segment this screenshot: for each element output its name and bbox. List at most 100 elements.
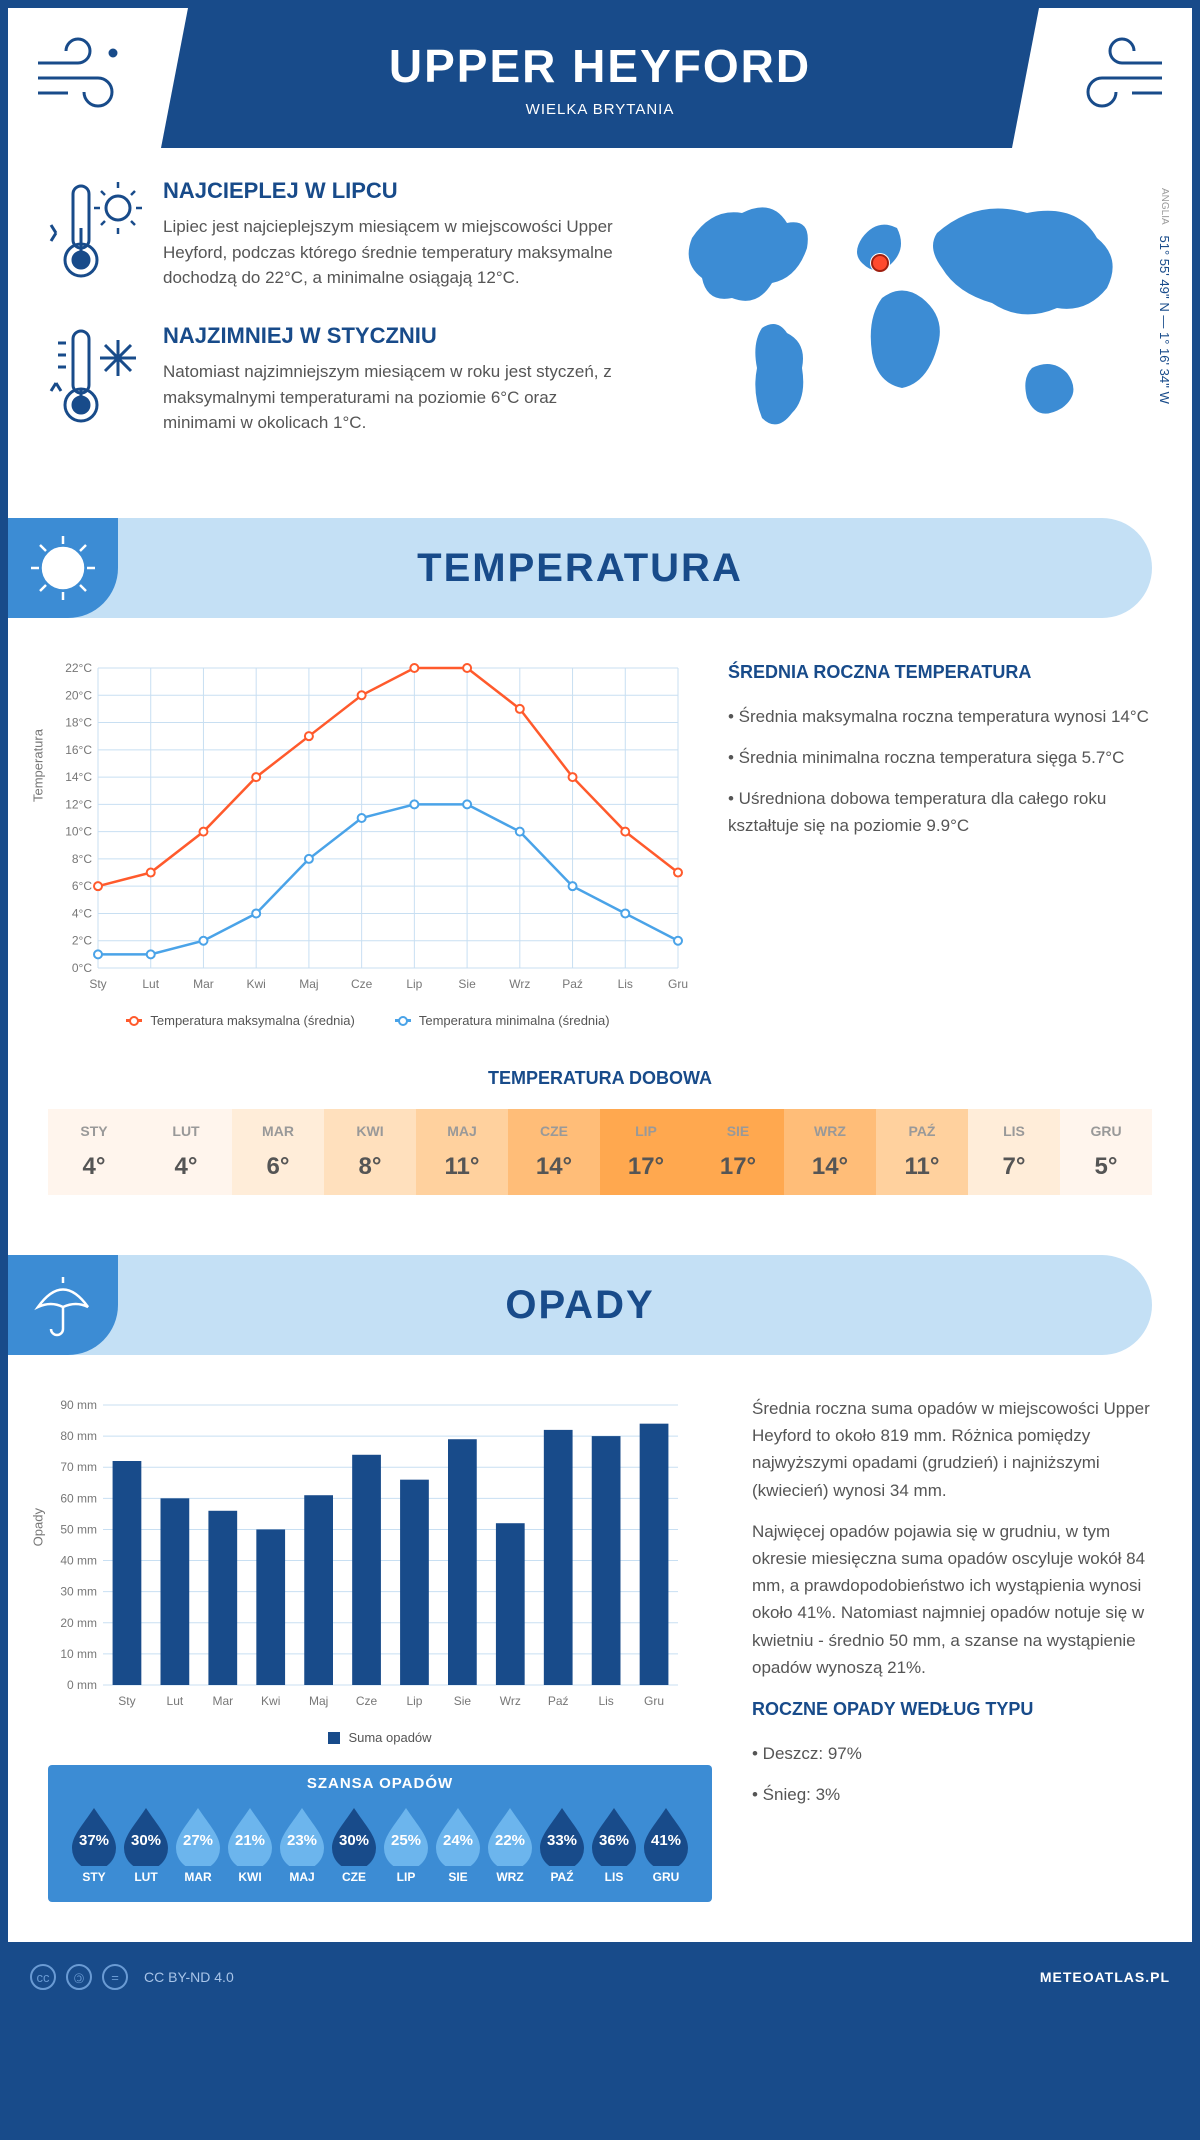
header: UPPER HEYFORD WIELKA BRYTANIA	[8, 8, 1192, 148]
temperature-header: TEMPERATURA	[8, 518, 1152, 618]
svg-text:Maj: Maj	[309, 1694, 328, 1708]
svg-text:0 mm: 0 mm	[67, 1678, 97, 1692]
daily-cell: KWI8°	[324, 1109, 416, 1195]
daily-cell: SIE17°	[692, 1109, 784, 1195]
temperature-title: TEMPERATURA	[417, 546, 743, 591]
coldest-block: NAJZIMNIEJ W STYCZNIU Natomiast najzimni…	[48, 323, 622, 438]
svg-text:Sie: Sie	[458, 977, 476, 991]
daily-cell: GRU5°	[1060, 1109, 1152, 1195]
cc-icon: cc	[30, 1964, 56, 1990]
chance-drop: 41% GRU	[640, 1804, 692, 1884]
daily-cell: LIS7°	[968, 1109, 1060, 1195]
svg-text:30 mm: 30 mm	[60, 1585, 97, 1599]
world-map: ANGLIA 51° 55' 49'' N — 1° 16' 34'' W	[652, 178, 1152, 468]
precipitation-chart: Opady 0 mm10 mm20 mm30 mm40 mm50 mm60 mm…	[48, 1395, 712, 1922]
svg-text:Lut: Lut	[142, 977, 159, 991]
svg-text:10°C: 10°C	[65, 825, 92, 839]
warmest-block: NAJCIEPLEJ W LIPCU Lipiec jest najcieple…	[48, 178, 622, 293]
svg-text:20°C: 20°C	[65, 688, 92, 702]
svg-text:Wrz: Wrz	[500, 1694, 521, 1708]
by-icon: 🄯	[66, 1964, 92, 1990]
svg-text:Lis: Lis	[618, 977, 633, 991]
svg-text:80 mm: 80 mm	[60, 1429, 97, 1443]
chance-drop: 24% SIE	[432, 1804, 484, 1884]
daily-cell: WRZ14°	[784, 1109, 876, 1195]
svg-text:Kwi: Kwi	[247, 977, 266, 991]
svg-text:Sie: Sie	[454, 1694, 472, 1708]
svg-text:22°C: 22°C	[65, 661, 92, 675]
daily-cell: MAR6°	[232, 1109, 324, 1195]
license-text: CC BY-ND 4.0	[144, 1969, 234, 1985]
daily-cell: LIP17°	[600, 1109, 692, 1195]
svg-text:Lis: Lis	[598, 1694, 613, 1708]
daily-cell: CZE14°	[508, 1109, 600, 1195]
svg-text:Kwi: Kwi	[261, 1694, 280, 1708]
chance-drop: 27% MAR	[172, 1804, 224, 1884]
thermometer-cold-icon	[48, 323, 143, 438]
svg-text:Lip: Lip	[406, 977, 422, 991]
site-name: METEOATLAS.PL	[1040, 1969, 1170, 1985]
chart-legend: Suma opadów	[48, 1730, 712, 1745]
svg-text:20 mm: 20 mm	[60, 1616, 97, 1630]
svg-text:60 mm: 60 mm	[60, 1491, 97, 1505]
svg-text:90 mm: 90 mm	[60, 1398, 97, 1412]
daily-cell: PAŹ11°	[876, 1109, 968, 1195]
svg-text:Maj: Maj	[299, 977, 318, 991]
coordinates: ANGLIA 51° 55' 49'' N — 1° 16' 34'' W	[1157, 188, 1172, 404]
svg-text:0°C: 0°C	[72, 961, 92, 975]
svg-text:18°C: 18°C	[65, 716, 92, 730]
svg-text:12°C: 12°C	[65, 797, 92, 811]
coldest-title: NAJZIMNIEJ W STYCZNIU	[163, 323, 622, 349]
coldest-text: Natomiast najzimniejszym miesiącem w rok…	[163, 359, 622, 436]
chance-drop: 30% CZE	[328, 1804, 380, 1884]
svg-text:4°C: 4°C	[72, 906, 92, 920]
svg-text:70 mm: 70 mm	[60, 1460, 97, 1474]
precipitation-title: OPADY	[505, 1283, 654, 1328]
chance-drop: 22% WRZ	[484, 1804, 536, 1884]
svg-text:2°C: 2°C	[72, 934, 92, 948]
chance-drop: 21% KWI	[224, 1804, 276, 1884]
svg-text:Sty: Sty	[118, 1694, 135, 1708]
svg-text:Paź: Paź	[548, 1694, 569, 1708]
chance-drop: 23% MAJ	[276, 1804, 328, 1884]
warmest-title: NAJCIEPLEJ W LIPCU	[163, 178, 622, 204]
footer: cc 🄯 = CC BY-ND 4.0 METEOATLAS.PL	[0, 1950, 1200, 2004]
page-subtitle: WIELKA BRYTANIA	[526, 101, 675, 118]
precipitation-header: OPADY	[8, 1255, 1152, 1355]
precipitation-summary: Średnia roczna suma opadów w miejscowośc…	[752, 1395, 1152, 1922]
svg-text:8°C: 8°C	[72, 852, 92, 866]
svg-text:14°C: 14°C	[65, 770, 92, 784]
wind-icon	[1062, 28, 1172, 123]
temperature-chart: Temperatura 0°C2°C4°C6°C8°C10°C12°C14°C1…	[48, 658, 688, 1028]
chance-drop: 33% PAŹ	[536, 1804, 588, 1884]
chance-drop: 30% LUT	[120, 1804, 172, 1884]
svg-text:Paź: Paź	[562, 977, 583, 991]
chance-drop: 25% LIP	[380, 1804, 432, 1884]
warmest-text: Lipiec jest najcieplejszym miesiącem w m…	[163, 214, 622, 291]
svg-text:Lip: Lip	[406, 1694, 422, 1708]
svg-text:6°C: 6°C	[72, 879, 92, 893]
svg-text:Gru: Gru	[668, 977, 688, 991]
svg-text:Sty: Sty	[89, 977, 106, 991]
thermometer-hot-icon	[48, 178, 143, 293]
svg-text:10 mm: 10 mm	[60, 1647, 97, 1661]
svg-text:50 mm: 50 mm	[60, 1522, 97, 1536]
line-chart-svg: 0°C 2°C 4°C 6°C 8°C 10°C 12°C 14°C 16°C 18°C 20°C 2…	[48, 658, 688, 998]
svg-text:Gru: Gru	[644, 1694, 664, 1708]
daily-temperature: TEMPERATURA DOBOWA STY4° LUT4° MAR6° KWI…	[8, 1048, 1192, 1235]
chart-legend: Temperatura maksymalna (średnia) Tempera…	[48, 1013, 688, 1028]
svg-text:Lut: Lut	[167, 1694, 184, 1708]
svg-text:Cze: Cze	[351, 977, 373, 991]
svg-text:Wrz: Wrz	[509, 977, 530, 991]
bar-chart-svg: 0 mm10 mm20 mm30 mm40 mm50 mm60 mm70 mm8…	[48, 1395, 688, 1715]
svg-text:16°C: 16°C	[65, 743, 92, 757]
precipitation-chance: SZANSA OPADÓW 37% STY 30% LUT 27% MA	[48, 1765, 712, 1902]
daily-cell: MAJ11°	[416, 1109, 508, 1195]
chance-drop: 37% STY	[68, 1804, 120, 1884]
nd-icon: =	[102, 1964, 128, 1990]
chance-drop: 36% LIS	[588, 1804, 640, 1884]
svg-text:Cze: Cze	[356, 1694, 378, 1708]
svg-text:Mar: Mar	[193, 977, 214, 991]
wind-icon	[28, 28, 138, 123]
temperature-summary: ŚREDNIA ROCZNA TEMPERATURA • Średnia mak…	[728, 658, 1152, 1028]
